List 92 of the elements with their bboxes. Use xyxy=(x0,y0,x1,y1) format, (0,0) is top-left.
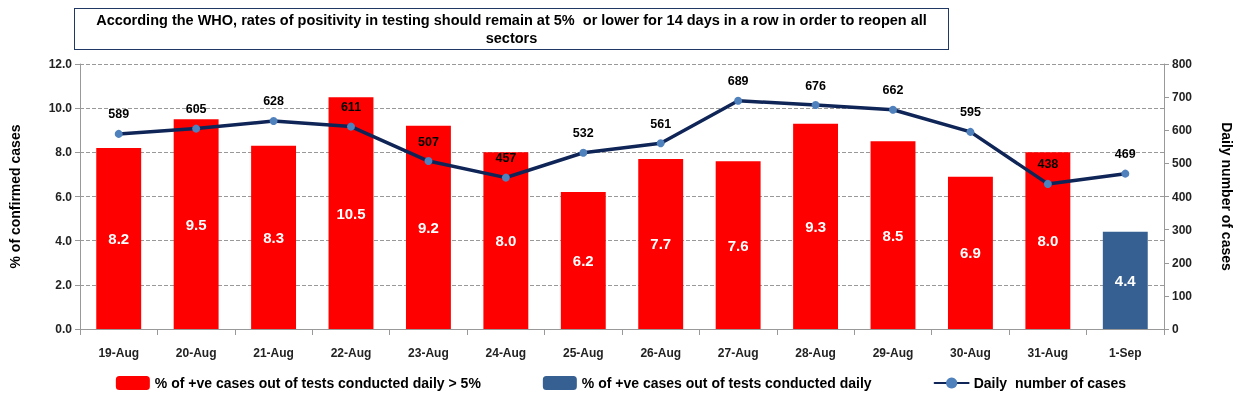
x-tick-label: 30-Aug xyxy=(950,346,991,360)
x-tick-label: 1-Sep xyxy=(1108,346,1142,360)
x-tick-label: 21-Aug xyxy=(253,346,294,360)
bar xyxy=(483,152,529,329)
y-tick-label: 8.0 xyxy=(55,145,73,160)
point xyxy=(966,127,975,136)
data-label: 469 xyxy=(1114,147,1136,162)
chart-title: According the WHO, rates of positivity in testing should remain at 5% or lower for 14 days in a row in order to reopen all sectors xyxy=(74,8,949,50)
bar xyxy=(1025,152,1071,329)
bar xyxy=(638,158,684,329)
point xyxy=(734,96,743,105)
data-label: 605 xyxy=(185,102,207,117)
point xyxy=(811,101,820,110)
data-label: 9.3 xyxy=(805,217,826,235)
data-label: 8.0 xyxy=(1037,232,1059,250)
x-tick-label: 25-Aug xyxy=(562,346,604,360)
y2-axis-title: Daily number of cases xyxy=(1219,122,1235,272)
data-label: 6.9 xyxy=(960,244,981,262)
data-label: 8.0 xyxy=(495,232,517,250)
y2-tick-label: 800 xyxy=(1172,57,1193,71)
data-label: 10.5 xyxy=(336,204,366,222)
bar xyxy=(1102,231,1148,329)
data-label: 561 xyxy=(650,116,672,131)
data-label: 9.5 xyxy=(185,215,207,233)
point xyxy=(889,105,897,114)
data-label: 8.5 xyxy=(882,226,904,244)
bar xyxy=(870,141,916,329)
y-tick-label: 0.0 xyxy=(55,322,73,336)
data-label: 8.3 xyxy=(263,228,284,246)
data-label: 595 xyxy=(960,105,981,120)
point xyxy=(1043,179,1052,188)
bar xyxy=(251,145,297,329)
data-label: 8.2 xyxy=(108,229,130,247)
y2-tick-label: 400 xyxy=(1172,189,1193,204)
bar xyxy=(947,176,993,329)
bar xyxy=(560,192,606,329)
y2-tick-label: 700 xyxy=(1172,90,1193,105)
data-label: 689 xyxy=(727,74,749,89)
bar xyxy=(328,97,374,329)
x-tick-label: 27-Aug xyxy=(717,346,759,360)
y2-tick-label: 0 xyxy=(1172,322,1179,336)
data-label: 676 xyxy=(805,78,827,93)
data-label: 457 xyxy=(495,151,517,166)
x-tick-label: 19-Aug xyxy=(98,346,140,360)
data-label: 438 xyxy=(1037,157,1059,172)
bar xyxy=(715,161,761,329)
data-label: 9.2 xyxy=(418,218,439,236)
data-label: 4.4 xyxy=(1114,271,1137,289)
x-tick-label: 23-Aug xyxy=(408,346,449,360)
data-label: 7.6 xyxy=(727,236,749,254)
data-label: 611 xyxy=(340,100,362,115)
x-tick-label: 31-Aug xyxy=(1027,346,1069,360)
x-tick-label: 29-Aug xyxy=(872,346,914,360)
y-tick-label: 12.0 xyxy=(48,57,73,71)
x-tick-label: 24-Aug xyxy=(485,346,527,360)
point xyxy=(579,148,588,157)
x-tick-label: 26-Aug xyxy=(640,346,682,360)
point xyxy=(269,116,278,125)
y-axis-title: % of confirmed cases xyxy=(7,124,23,269)
y-tick-label: 4.0 xyxy=(55,233,73,248)
y2-tick-label: 300 xyxy=(1172,222,1193,237)
x-tick-label: 28-Aug xyxy=(795,346,836,360)
data-label: 7.7 xyxy=(650,235,672,253)
y-tick-label: 6.0 xyxy=(55,189,73,204)
data-label: 532 xyxy=(572,126,594,141)
y2-tick-label: 100 xyxy=(1172,288,1193,303)
legend-label: % of +ve cases out of tests conducted daily xyxy=(581,375,872,391)
y-tick-label: 10.0 xyxy=(48,101,73,116)
bar xyxy=(173,119,219,329)
point xyxy=(347,122,355,131)
point xyxy=(424,157,433,166)
point xyxy=(114,129,123,138)
data-label: 589 xyxy=(108,107,130,122)
data-label: 507 xyxy=(418,134,439,149)
x-tick-label: 20-Aug xyxy=(175,346,217,360)
legend-label: % of +ve cases out of tests conducted daily > 5% xyxy=(154,375,482,391)
point xyxy=(1121,169,1130,178)
y-tick-label: 2.0 xyxy=(55,277,73,292)
legend-label: Daily number of cases xyxy=(973,375,1127,391)
data-label: 6.2 xyxy=(572,252,594,270)
bar xyxy=(96,147,142,329)
bar xyxy=(793,123,839,329)
y2-tick-label: 200 xyxy=(1172,255,1193,270)
point xyxy=(192,124,201,133)
y2-tick-label: 600 xyxy=(1172,123,1193,138)
y2-tick-label: 500 xyxy=(1172,156,1193,171)
data-label: 628 xyxy=(263,94,285,109)
point xyxy=(656,139,665,148)
x-tick-label: 22-Aug xyxy=(330,346,372,360)
data-label: 662 xyxy=(882,83,904,98)
bar xyxy=(405,125,451,329)
point xyxy=(501,173,510,182)
